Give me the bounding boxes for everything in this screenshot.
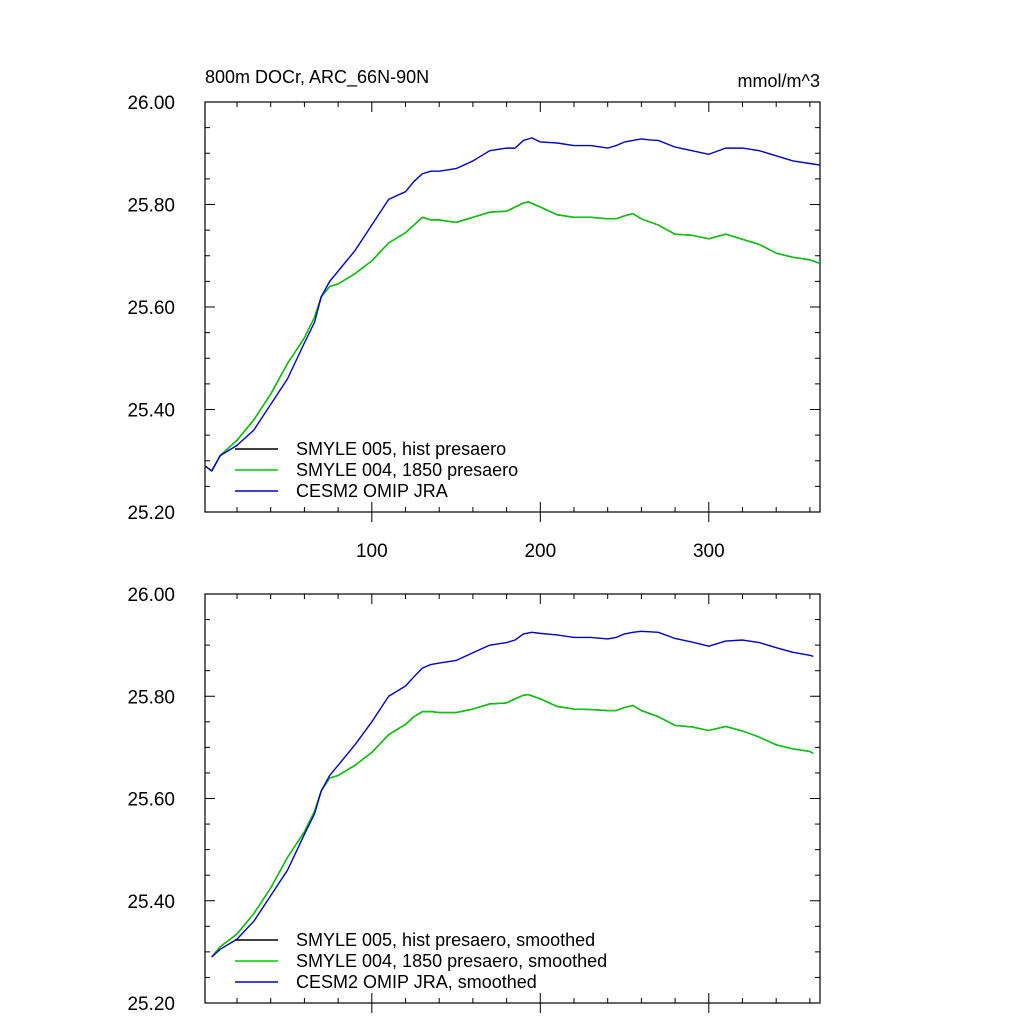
bottom-ytick-label: 25.20	[127, 994, 175, 1015]
top-panel: 25.20 25.40 25.60 25.80 26.00 100 200 300 SMYLE …	[127, 93, 821, 562]
top-legend-label-1: SMYLE 004, 1850 presaero	[296, 460, 518, 480]
bottom-legend-label-1: SMYLE 004, 1850 presaero, smoothed	[296, 951, 607, 971]
bottom-legend-label-0: SMYLE 005, hist presaero, smoothed	[296, 930, 595, 950]
top-series-line-1	[204, 201, 821, 472]
bottom-legend-label-2: CESM2 OMIP JRA, smoothed	[296, 972, 537, 992]
top-xtick-label: 300	[693, 541, 725, 562]
top-ytick-label: 26.00	[127, 93, 175, 114]
bottom-series-line-2	[211, 630, 814, 958]
bottom-series-line-1	[211, 694, 814, 958]
top-series-line-2	[204, 137, 821, 472]
bottom-ytick-label: 26.00	[127, 585, 175, 606]
units-label: mmol/m^3	[738, 71, 820, 91]
top-xtick-label: 100	[356, 541, 388, 562]
top-xtick-label: 200	[524, 541, 556, 562]
top-legend-label-2: CESM2 OMIP JRA	[296, 481, 448, 501]
top-ytick-label: 25.80	[127, 196, 175, 217]
top-ytick-label: 25.20	[127, 503, 175, 524]
bottom-ytick-label: 25.60	[127, 790, 175, 811]
top-ytick-label: 25.60	[127, 298, 175, 319]
bottom-ytick-label: 25.80	[127, 687, 175, 708]
top-ytick-label: 25.40	[127, 401, 175, 422]
top-series-line-0	[204, 201, 821, 472]
bottom-series-line-0	[211, 694, 814, 958]
chart-title: 800m DOCr, ARC_66N-90N	[205, 67, 429, 88]
bottom-ytick-label: 25.40	[127, 892, 175, 913]
bottom-panel: 25.20 25.40 25.60 25.80 26.00 SMYLE 005, hist…	[127, 585, 821, 1015]
top-legend-label-0: SMYLE 005, hist presaero	[296, 439, 506, 459]
